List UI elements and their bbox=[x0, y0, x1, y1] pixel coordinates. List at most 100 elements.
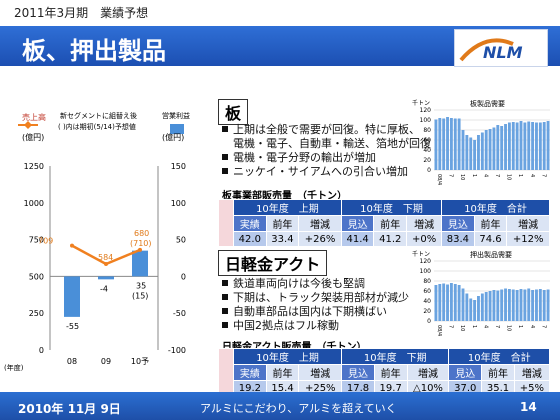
mini-tick: 60 bbox=[423, 137, 431, 144]
table-cell: +0% bbox=[406, 231, 443, 247]
mini-bar bbox=[461, 130, 465, 170]
mini-tick: 20 bbox=[423, 308, 431, 315]
plate-table-title: 板事業部販売量 （千トン） bbox=[222, 191, 347, 202]
bullet-item: 上期は全般で需要が回復。特に厚板、 bbox=[222, 123, 431, 137]
right-tick-label: 100 bbox=[171, 199, 186, 208]
mini-bar bbox=[546, 289, 550, 321]
mini-x-label: 7 bbox=[540, 174, 546, 177]
mini-x-label: 1 bbox=[517, 174, 523, 177]
x-category-label: 08 bbox=[67, 357, 77, 366]
mini-tick: 120 bbox=[420, 258, 432, 265]
mini-bar bbox=[523, 122, 527, 170]
mini-bar bbox=[453, 284, 457, 321]
table-subheader: 増減 bbox=[513, 364, 551, 381]
data-label: 709 bbox=[38, 237, 53, 246]
mini-bar bbox=[480, 293, 484, 321]
right-axis-unit: (億円) bbox=[162, 132, 184, 142]
mini-x-label: 08/4 bbox=[436, 174, 442, 185]
mini-tick: 0 bbox=[427, 167, 431, 174]
mini-bar bbox=[542, 122, 546, 170]
mini-bar bbox=[484, 130, 488, 170]
nlm-logo: NLM bbox=[454, 29, 548, 67]
act-sales-table: 10年度 上期 10年度 下期 10年度 合計 実績 前年 増減 見込 前年 増減 見込… bbox=[218, 348, 551, 396]
mini-bar bbox=[469, 298, 473, 321]
mini-bar bbox=[546, 121, 550, 170]
table-cell: 83.4 bbox=[441, 231, 475, 247]
mini-x-label: 08/4 bbox=[436, 325, 442, 336]
mini-bar bbox=[488, 291, 492, 321]
section-title-plate: 板 bbox=[218, 99, 249, 125]
mini-bar bbox=[504, 124, 507, 170]
bullet-item: 鉄道車両向けは今後も堅調 bbox=[222, 277, 409, 291]
mini-tick: 40 bbox=[423, 298, 431, 305]
left-axis-unit: (億円) bbox=[22, 132, 44, 142]
left-tick-label: 0 bbox=[39, 346, 44, 355]
bullet-item: 電機・電子、自動車・輸送、箔地が回復 bbox=[233, 137, 431, 150]
data-label: -55 bbox=[66, 322, 79, 331]
mini-bar bbox=[449, 283, 453, 321]
act-table-title: 日軽金アクト販売量 （千トン） bbox=[222, 342, 367, 353]
mini-x-label: 4 bbox=[529, 174, 535, 177]
act-bullets: 鉄道車両向けは今後も堅調 下期は、トラック架装用部材が減少 自動車部品は国内は下… bbox=[222, 277, 409, 333]
mini-bar bbox=[511, 122, 515, 170]
mini-tick: 20 bbox=[423, 157, 431, 164]
plate-bullets: 上期は全般で需要が回復。特に厚板、 電機・電子、自動車・輸送、箔地が回復 電機・… bbox=[222, 123, 431, 179]
mini-title: 押出製品需要 bbox=[470, 250, 512, 259]
mini-x-label: 1 bbox=[517, 325, 523, 328]
legend-line-marker bbox=[24, 121, 32, 129]
mini-bar bbox=[519, 121, 523, 170]
right-tick-label: -100 bbox=[168, 346, 186, 355]
sales-profit-chart: 売上高 (億円) 新セグメントに組替え後 ( )内は期初(5/14)予想値 営業… bbox=[4, 111, 190, 372]
table-cell: +12% bbox=[506, 231, 550, 247]
table-header: 10年度 下期 bbox=[341, 348, 450, 365]
table-cell: +26% bbox=[298, 231, 342, 247]
table-subheader: 見込 bbox=[340, 215, 375, 232]
mini-x-label: 7 bbox=[448, 325, 454, 328]
table-subheader: 前年 bbox=[373, 364, 408, 381]
table-cell: 74.6 bbox=[473, 231, 508, 247]
svg-text:NLM: NLM bbox=[483, 43, 523, 62]
bullet-item: 自動車部品は国内は下期横ばい bbox=[222, 305, 409, 319]
mini-bar bbox=[453, 118, 457, 170]
table-subheader: 増減 bbox=[506, 215, 550, 232]
table-subheader: 前年 bbox=[265, 215, 300, 232]
mini-tick: 80 bbox=[423, 278, 431, 285]
table-cell: 33.4 bbox=[265, 231, 300, 247]
mini-bar bbox=[438, 284, 442, 321]
sales-point bbox=[70, 243, 74, 248]
right-tick-label: 0 bbox=[181, 272, 186, 281]
mini-bar bbox=[469, 137, 473, 170]
data-label: 35 bbox=[136, 281, 146, 290]
plate-sales-table: 10年度 上期 10年度 下期 10年度 合計 実績 前年 増減 見込 前年 増減 見込… bbox=[218, 199, 550, 247]
mini-bar bbox=[434, 285, 438, 321]
mini-bar bbox=[507, 289, 511, 321]
mini-x-label: 1 bbox=[471, 325, 477, 328]
mini-bar bbox=[496, 290, 500, 321]
sales-point bbox=[138, 247, 142, 252]
mini-bar bbox=[504, 288, 507, 321]
table-header: 10年度 下期 bbox=[340, 199, 443, 216]
legend-line-label2: ( )内は期初(5/14)予想値 bbox=[58, 122, 136, 131]
left-tick-label: 1250 bbox=[24, 162, 44, 171]
mini-tick: 100 bbox=[420, 268, 432, 275]
right-tick-label: 150 bbox=[171, 162, 186, 171]
mini-bar bbox=[480, 132, 484, 170]
bullet-item: 中国2拠点はフル稼動 bbox=[222, 319, 409, 333]
mini-tick: 60 bbox=[423, 288, 431, 295]
data-label: (15) bbox=[132, 291, 148, 300]
mini-bar bbox=[496, 125, 500, 170]
mini-tick: 40 bbox=[423, 147, 431, 154]
mini-bar bbox=[492, 290, 496, 321]
mini-bar bbox=[535, 289, 538, 321]
mini-x-label: 1 bbox=[471, 174, 477, 177]
mini-tick: 100 bbox=[420, 117, 432, 124]
table-subheader: 見込 bbox=[441, 215, 475, 232]
mini-bar bbox=[542, 290, 546, 321]
mini-x-label: 4 bbox=[529, 325, 535, 328]
data-label: 680 bbox=[134, 229, 149, 238]
profit-bar bbox=[132, 250, 148, 277]
mini-bar bbox=[492, 127, 496, 170]
mini-bar bbox=[484, 292, 488, 321]
mini-bar bbox=[527, 288, 531, 321]
bullet-item: 電機・電子分野の輸出が増加 bbox=[222, 151, 431, 165]
